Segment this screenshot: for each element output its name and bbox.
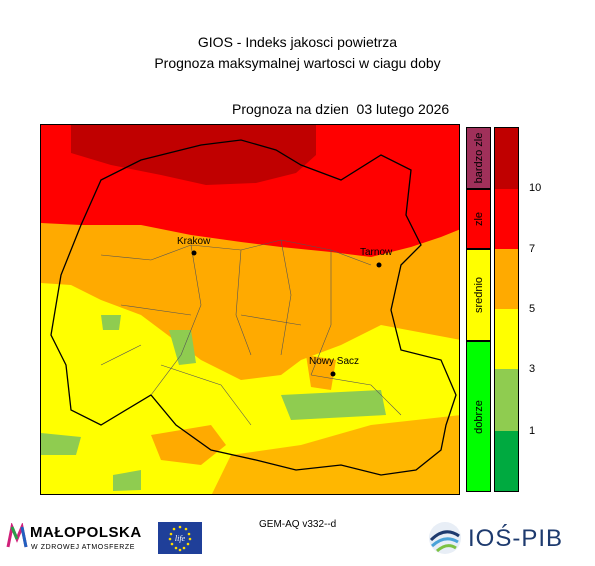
category-bardzo-zle: bardzo zle — [466, 127, 491, 189]
scale-band-3-5 — [494, 309, 519, 369]
malopolska-logo-subtext: W ZDROWEJ ATMOSFERZE — [31, 544, 136, 551]
ios-pib-logo-icon — [429, 522, 461, 554]
category-srednio: srednio — [466, 249, 491, 341]
zone-dark-red — [71, 125, 316, 185]
district-borders — [100, 239, 402, 426]
category-zle: zle — [466, 189, 491, 249]
scale-band-1-3 — [494, 369, 519, 431]
city-marker-nowysacz — [330, 371, 336, 377]
map-title: GIOS - Indeks jakosci powietrza — [197, 34, 398, 50]
scale-tick: 7 — [529, 243, 536, 255]
category-label: srednio — [472, 276, 485, 314]
scale-band-5-7 — [494, 249, 519, 309]
zone-green-4 — [101, 315, 121, 330]
scale-band-7-10 — [494, 189, 519, 249]
forecast-date: Prognoza na dzien 03 lutego 2026 — [232, 101, 450, 117]
model-label: GEM-AQ v332--d — [259, 519, 337, 530]
scale-border — [494, 127, 519, 492]
city-marker-tarnow — [376, 262, 382, 268]
scale-tick: 1 — [529, 425, 536, 437]
scale-band-10plus — [494, 127, 519, 189]
city-label-krakow: Krakow — [177, 236, 211, 247]
region-border — [50, 139, 457, 476]
zone-green-3 — [281, 390, 386, 420]
eu-life-logo-icon: life — [158, 522, 202, 554]
zone-green-5 — [113, 470, 141, 491]
map-subtitle: Prognoza maksymalnej wartosci w ciagu do… — [154, 55, 441, 71]
city-label-tarnow: Tarnow — [360, 247, 393, 258]
scale-tick: 5 — [529, 303, 536, 315]
malopolska-logo-text: MAŁOPOLSKA — [30, 524, 142, 541]
zone-orange-s — [211, 415, 459, 494]
life-logo-text: life — [175, 534, 186, 543]
category-label: zle — [472, 211, 485, 227]
air-quality-map: Krakow Tarnow Nowy Sacz — [40, 124, 460, 495]
scale-tick: 10 — [529, 182, 542, 194]
city-marker-krakow — [191, 250, 197, 256]
category-dobrze: dobrze — [466, 341, 491, 492]
category-label: bardzo zle — [472, 132, 485, 184]
category-label: dobrze — [472, 399, 485, 434]
zone-green-2 — [41, 433, 81, 455]
scale-tick: 3 — [529, 363, 536, 375]
malopolska-logo-icon — [6, 523, 28, 548]
map-canvas — [41, 125, 459, 494]
ios-pib-logo-text: IOŚ-PIB — [468, 525, 564, 552]
city-label-nowysacz: Nowy Sacz — [309, 356, 360, 367]
zone-orange-sw — [151, 425, 226, 465]
zone-orange-nowysacz — [306, 355, 336, 390]
scale-band-0-1 — [494, 431, 519, 492]
zone-green-1 — [169, 330, 196, 365]
